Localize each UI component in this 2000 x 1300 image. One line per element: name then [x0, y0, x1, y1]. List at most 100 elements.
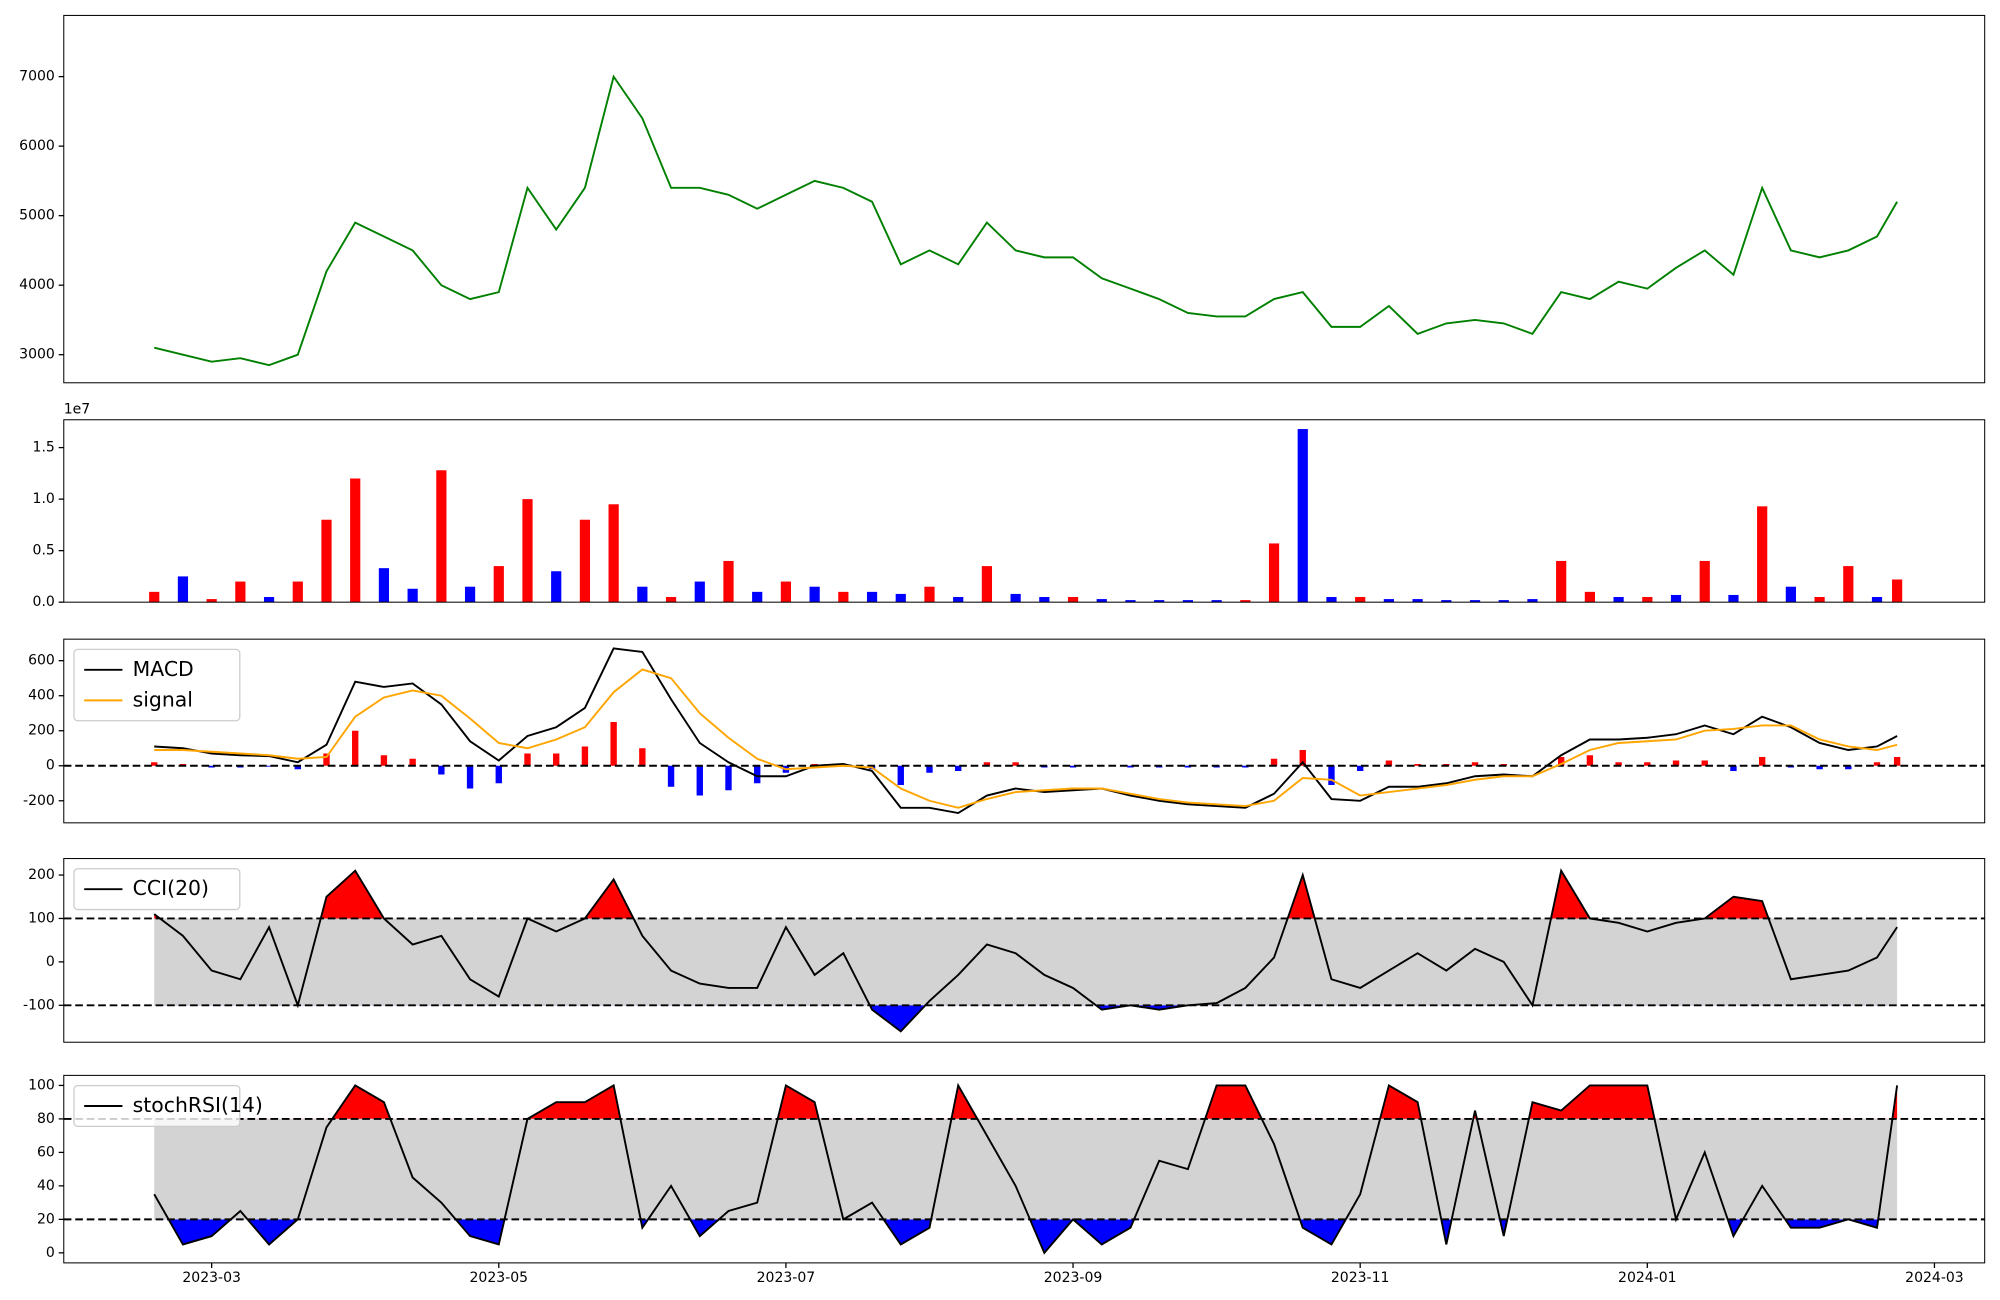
histogram-bar [955, 765, 962, 772]
y-tick-label: 0.5 [33, 543, 55, 559]
histogram-bar [1758, 756, 1766, 766]
histogram-bar [1471, 762, 1479, 766]
series-line [153, 868, 1898, 1033]
panel [149, 429, 1903, 603]
bar [953, 597, 964, 603]
histogram-bar [323, 753, 330, 766]
series-line [153, 74, 1898, 367]
histogram-bar [1356, 765, 1364, 772]
legend-box [73, 868, 241, 911]
histogram-bar [754, 765, 761, 784]
bar [1125, 600, 1136, 603]
histogram-bar [151, 762, 158, 766]
histogram-bar [1069, 765, 1077, 768]
plot-frame [63, 419, 1986, 603]
bar [1297, 429, 1308, 603]
y-tick-label: -200 [23, 793, 55, 809]
y-tick-label: 60 [37, 1144, 55, 1160]
y-tick-label: 0.0 [33, 594, 55, 610]
bar [1010, 593, 1021, 603]
bar [1067, 597, 1079, 603]
bar [1326, 597, 1337, 603]
bar [1584, 591, 1595, 603]
histogram-bar [639, 748, 646, 766]
histogram-bar [1615, 762, 1622, 766]
histogram-bar [1328, 765, 1335, 786]
y-tick-label: 40 [37, 1178, 55, 1194]
bar [1211, 600, 1222, 603]
band [154, 1118, 1898, 1220]
histogram-bar [1586, 755, 1594, 766]
bar [1412, 599, 1423, 603]
panel [153, 74, 1898, 367]
bar [350, 478, 361, 603]
bar [579, 519, 591, 603]
legend-box [73, 1084, 241, 1128]
bar [924, 586, 935, 603]
bar [1441, 600, 1452, 603]
histogram-bar [1270, 758, 1278, 766]
x-tick-label: 2023-03 [182, 1270, 241, 1286]
bar [866, 591, 878, 603]
y-tick-label: 6000 [19, 138, 55, 154]
legend-label: MACD [133, 657, 194, 681]
histogram-bar [1644, 762, 1651, 766]
x-tick-label: 2024-03 [1905, 1270, 1964, 1286]
histogram-bar [1242, 765, 1249, 768]
bar [378, 568, 390, 603]
histogram-bar [1873, 762, 1881, 766]
histogram-bar [495, 765, 502, 784]
histogram-bar [1127, 765, 1134, 768]
histogram-bar [466, 765, 474, 789]
plot-frame [63, 638, 1986, 824]
histogram-bar [1845, 765, 1852, 770]
histogram-bar [265, 765, 273, 767]
bar [321, 519, 332, 603]
bar [522, 499, 533, 603]
bar [149, 591, 160, 603]
bar [235, 581, 246, 603]
bar [1613, 597, 1624, 603]
panel [63, 868, 1985, 1033]
bar [1240, 600, 1251, 603]
series-line [154, 668, 1898, 809]
histogram-bar [1299, 749, 1306, 766]
offset-label: 1e7 [64, 402, 90, 418]
x-tick-label: 2023-05 [470, 1270, 529, 1286]
above-fill [332, 1085, 1898, 1119]
x-tick-label: 2023-07 [757, 1270, 816, 1286]
x-tick-label: 2024-01 [1618, 1270, 1677, 1286]
y-tick-label: 0 [46, 1245, 55, 1261]
bar [809, 586, 820, 603]
bar [292, 581, 303, 603]
panel [63, 647, 1985, 815]
bar [1355, 597, 1366, 603]
bar [752, 591, 763, 603]
y-tick-label: 400 [28, 688, 55, 704]
y-tick-label: 1.0 [33, 491, 55, 507]
bar [1843, 566, 1854, 603]
histogram-bar [438, 765, 445, 775]
bar [493, 566, 504, 603]
y-tick-label: 1.5 [33, 440, 55, 456]
y-tick-label: 600 [28, 653, 55, 669]
bar [1469, 600, 1481, 603]
plot-frame [63, 1074, 1986, 1264]
histogram-bar [725, 765, 732, 791]
histogram-bar [1816, 765, 1823, 770]
y-tick-label: 5000 [19, 208, 55, 224]
histogram-bar [208, 765, 215, 768]
legend-label: signal [133, 687, 193, 711]
histogram-bar [1730, 765, 1737, 772]
y-tick-label: 3000 [19, 347, 55, 363]
bar [464, 586, 476, 603]
legend-label: stochRSI(14) [133, 1093, 263, 1117]
bar [1268, 543, 1280, 603]
x-tick-label: 2023-09 [1044, 1270, 1103, 1286]
plot-frame [63, 858, 1986, 1043]
histogram-bar [1893, 756, 1901, 766]
bar [1096, 599, 1107, 603]
panel [63, 1082, 1985, 1255]
histogram-bar [1557, 756, 1565, 766]
histogram-bar [1672, 760, 1680, 766]
